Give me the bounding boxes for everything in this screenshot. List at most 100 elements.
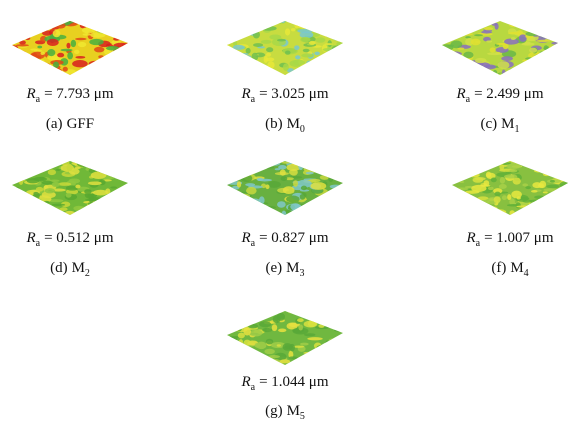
texture-spot xyxy=(306,22,319,29)
texture-spot xyxy=(263,166,274,168)
texture-spot xyxy=(15,191,22,194)
texture-spot xyxy=(468,65,482,71)
texture-spot xyxy=(89,61,102,67)
texture-spot xyxy=(252,315,260,319)
texture-spot xyxy=(261,69,270,77)
texture-spot xyxy=(453,198,457,202)
texture-spot xyxy=(433,61,448,65)
texture-spot xyxy=(119,64,128,67)
texture-spot xyxy=(509,169,517,173)
texture-spot xyxy=(17,165,23,172)
texture-spot xyxy=(237,361,242,369)
texture-spot xyxy=(83,33,91,35)
texture-spot xyxy=(451,28,460,34)
texture-spot xyxy=(237,325,246,328)
texture-spot xyxy=(71,40,76,47)
texture-spot xyxy=(221,31,236,33)
texture-spot xyxy=(88,70,94,77)
texture-spot xyxy=(315,199,328,204)
texture-spot xyxy=(551,42,565,45)
texture-spot xyxy=(87,71,92,74)
texture-spot xyxy=(486,172,491,178)
texture-spot xyxy=(273,315,281,323)
texture-spot xyxy=(555,29,564,34)
texture-spot xyxy=(126,31,131,38)
texture-spot xyxy=(530,24,536,31)
texture-spot xyxy=(83,159,89,166)
roughness-subscript: a xyxy=(476,238,481,249)
texture-spot xyxy=(16,202,22,209)
texture-spot xyxy=(66,193,72,198)
texture-spot xyxy=(563,198,573,201)
roughness-symbol: R xyxy=(465,230,475,246)
texture-spot xyxy=(19,24,23,30)
texture-spot xyxy=(535,208,546,212)
texture-spot xyxy=(298,162,303,170)
texture-spot xyxy=(78,42,87,47)
texture-spot xyxy=(18,60,32,62)
texture-spot xyxy=(537,168,548,172)
texture-spot xyxy=(466,158,478,165)
texture-spot xyxy=(341,193,346,197)
texture-spot xyxy=(277,201,286,207)
texture-spot xyxy=(43,212,59,219)
texture-spot xyxy=(525,73,535,80)
texture-spot xyxy=(550,180,555,183)
texture-spot xyxy=(455,161,463,165)
texture-spot xyxy=(94,47,104,53)
texture-spot xyxy=(280,16,286,23)
texture-spot xyxy=(507,164,521,169)
texture-spot xyxy=(472,21,484,24)
texture-spot xyxy=(460,33,473,35)
texture-spot xyxy=(260,21,265,25)
texture-spot xyxy=(254,73,267,76)
texture-spot xyxy=(241,175,252,182)
texture-spot xyxy=(118,170,133,178)
texture-spot xyxy=(504,174,517,178)
texture-spot xyxy=(297,22,313,29)
texture-spot xyxy=(228,198,233,204)
roughness-symbol: R xyxy=(25,230,35,246)
roughness-value: = 7.793 μm xyxy=(44,86,114,102)
texture-spot xyxy=(246,48,251,54)
texture-spot xyxy=(120,35,129,40)
texture-spot xyxy=(15,180,26,182)
texture-spot xyxy=(325,63,334,70)
texture-spot xyxy=(514,19,527,23)
texture-spot xyxy=(286,190,294,193)
texture-spot xyxy=(260,314,271,316)
texture-spot xyxy=(486,40,492,42)
texture-spot xyxy=(471,39,481,46)
texture-spot xyxy=(466,29,477,31)
texture-spot xyxy=(12,50,26,58)
texture-spot xyxy=(58,182,71,186)
texture-spot xyxy=(12,31,22,36)
texture-spot xyxy=(236,174,242,177)
texture-spot xyxy=(123,166,132,172)
texture-spot xyxy=(556,171,563,177)
texture-spot xyxy=(36,215,51,218)
texture-spot xyxy=(471,185,486,192)
texture-spot xyxy=(489,209,505,212)
texture-spot xyxy=(472,161,486,163)
texture-spot xyxy=(560,165,572,169)
texture-spot xyxy=(509,22,518,27)
texture-spot xyxy=(325,340,330,348)
texture-spot xyxy=(295,307,300,312)
texture-spot xyxy=(110,212,116,219)
texture-spot xyxy=(312,73,323,78)
texture-spot xyxy=(325,55,338,62)
texture-spot xyxy=(477,157,490,164)
texture-spot xyxy=(540,202,556,206)
texture-spot xyxy=(511,37,516,40)
texture-spot xyxy=(486,206,497,210)
texture-spot xyxy=(265,184,269,189)
texture-spot xyxy=(61,49,73,52)
surface-panel xyxy=(5,16,136,79)
texture-spot xyxy=(306,60,312,68)
texture-spot xyxy=(447,27,461,32)
texture-spot xyxy=(37,46,42,49)
texture-spot xyxy=(11,194,21,202)
texture-spot xyxy=(452,190,460,194)
texture-spot xyxy=(306,172,314,175)
